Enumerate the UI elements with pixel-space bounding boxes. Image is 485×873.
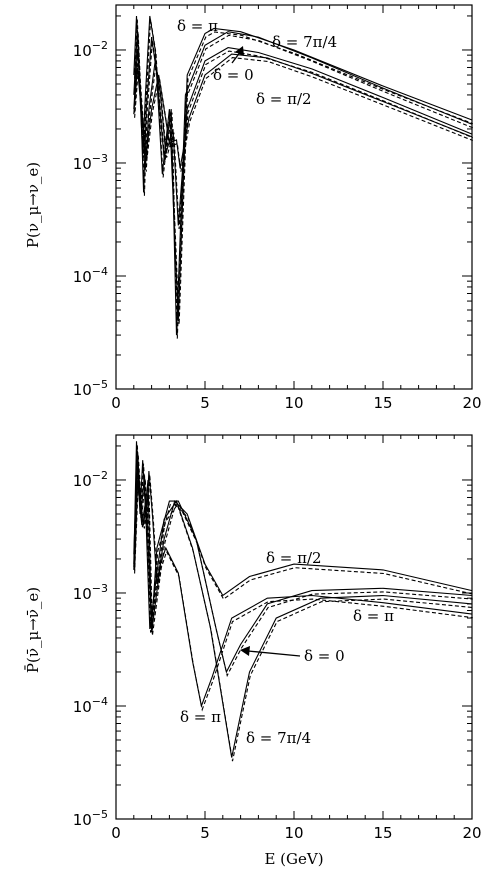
top-curves xyxy=(133,15,474,339)
bottom-y-axis-label: P̄(ν̄_μ→ν̄_e) xyxy=(24,587,42,673)
top-panel: 0 5 10 15 20 10−2 10−3 10−4 10−5 P(ν_μ→ν_e) δ = … xyxy=(24,4,482,412)
bottom-y-tick-label: 10−3 xyxy=(73,582,108,603)
top-y-axis-label: P(ν_μ→ν_e) xyxy=(24,162,42,248)
top-curve-0 xyxy=(133,15,473,322)
bottom-ticks: 0 5 10 15 20 10−2 10−3 10−4 10−5 xyxy=(73,435,482,842)
top-plot-frame xyxy=(115,4,473,390)
top-x-tick-label: 15 xyxy=(373,394,392,412)
bottom-curve-dashed-2 xyxy=(134,483,473,712)
bottom-plot-frame xyxy=(115,434,473,820)
top-curve-2 xyxy=(133,47,473,226)
bottom-y-tick-label: 10−4 xyxy=(73,695,108,716)
bottom-x-tick-label: 0 xyxy=(111,824,121,842)
top-y-tick-label: 10−3 xyxy=(73,152,108,173)
bottom-x-tick-label: 10 xyxy=(284,824,303,842)
bottom-annotation-delta-pi-right: δ = π xyxy=(353,607,394,625)
bottom-curve-dashed-0 xyxy=(134,444,473,600)
bottom-x-tick-label: 15 xyxy=(373,824,392,842)
top-annotation-delta-7pi4: δ = 7π/4 xyxy=(272,33,337,51)
top-annotation-delta-pi: δ = π xyxy=(177,17,218,35)
bottom-curves xyxy=(133,441,473,762)
top-curve-dashed-2 xyxy=(134,50,474,230)
bottom-x-axis-label: E (GeV) xyxy=(264,850,323,868)
top-y-tick-label: 10−5 xyxy=(73,378,108,399)
top-curve-dashed-3 xyxy=(134,57,474,172)
top-curve-dashed-1 xyxy=(134,33,474,339)
top-x-tick-label: 20 xyxy=(462,394,481,412)
top-annotation-delta-0: δ = 0 xyxy=(213,66,254,84)
bottom-y-tick-label: 10−2 xyxy=(73,469,108,490)
bottom-annotation-delta-0: δ = 0 xyxy=(304,647,345,665)
top-arrow-head xyxy=(235,46,244,56)
top-x-tick-label: 5 xyxy=(200,394,210,412)
bottom-x-tick-label: 20 xyxy=(462,824,481,842)
top-y-tick-label: 10−2 xyxy=(73,39,108,60)
top-y-tick-label: 10−4 xyxy=(73,265,108,286)
bottom-curve-0 xyxy=(133,441,473,597)
bottom-y-tick-label: 10−5 xyxy=(73,808,108,829)
top-curve-dashed-0 xyxy=(134,19,473,325)
bottom-annotation-delta-pi-left: δ = π xyxy=(180,708,221,726)
bottom-x-tick-label: 5 xyxy=(200,824,210,842)
bottom-panel: 0 5 10 15 20 10−2 10−3 10−4 10−5 P̄(ν̄_μ→ν̄_e) E… xyxy=(24,434,482,868)
bottom-annotation-delta-7pi4: δ = 7π/4 xyxy=(246,729,311,747)
bottom-curve-dashed-3 xyxy=(134,466,473,762)
top-x-tick-label: 10 xyxy=(284,394,303,412)
bottom-curve-dashed-1 xyxy=(134,454,473,678)
bottom-arrow-head xyxy=(240,646,250,656)
top-annotation-delta-pi2: δ = π/2 xyxy=(256,90,312,108)
top-ticks: 0 5 10 15 20 10−2 10−3 10−4 10−5 xyxy=(73,5,482,412)
top-curve-1 xyxy=(133,30,473,336)
top-x-tick-label: 0 xyxy=(111,394,121,412)
bottom-annotation-delta-pi2: δ = π/2 xyxy=(266,549,322,567)
bottom-arrow-line xyxy=(247,650,301,657)
